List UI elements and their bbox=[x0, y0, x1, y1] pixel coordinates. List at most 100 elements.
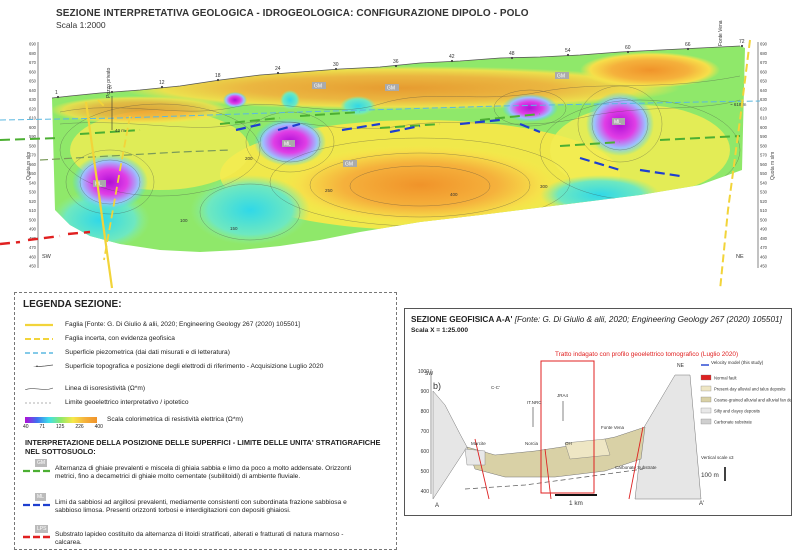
geo-right-mountain bbox=[634, 374, 702, 500]
elevation-tick-left: 650 bbox=[29, 79, 37, 84]
gm-tag-1: GM bbox=[314, 84, 322, 90]
colorbar-tick-226: 226 bbox=[75, 424, 84, 430]
well-label-fonte: Fonte Vena bbox=[718, 20, 724, 46]
legend-item-piezometric-label: Superficie piezometrica (dai dati misura… bbox=[65, 349, 230, 356]
colorbar bbox=[25, 417, 97, 423]
electrode-label: 36 bbox=[393, 59, 399, 65]
geo-legend-label: Silty and clayey deposits bbox=[714, 409, 760, 414]
elevation-tick-left: 510 bbox=[29, 208, 37, 213]
elevation-tick-left: 520 bbox=[29, 199, 37, 204]
electrode-marker bbox=[510, 56, 514, 60]
elevation-tick-left: 640 bbox=[29, 88, 37, 93]
elevation-tick-left: 540 bbox=[29, 180, 37, 185]
geo-scale: Scala X = 1:25.000 bbox=[411, 327, 469, 334]
elevation-tick-right: 510 bbox=[760, 208, 768, 213]
legend-item-fault-label: Faglia [Fonte: G. Di Giulio & alii, 2020… bbox=[65, 321, 300, 328]
gm-tag-2: GM bbox=[387, 86, 395, 92]
unit-lps: LPS Substrato lapideo costituito da alte… bbox=[23, 525, 365, 547]
piezometric-symbol bbox=[25, 352, 53, 354]
geo-legend-label: Coarse-grained alluvial and alluvial fan… bbox=[714, 398, 791, 403]
elevation-tick-left: 490 bbox=[29, 227, 37, 232]
geo-investigated-box bbox=[540, 360, 595, 494]
legend-item-topography-label: Superficie topografica e posizione degli… bbox=[65, 363, 324, 370]
colorbar-label: Scala colorimetrica di resistività elett… bbox=[107, 416, 244, 423]
legend-title: LEGENDA SEZIONE: bbox=[23, 299, 122, 310]
sw-label: SW bbox=[42, 254, 52, 260]
elevation-tick-left: 570 bbox=[29, 153, 37, 158]
elevation-tick-right: 680 bbox=[760, 51, 768, 56]
electrode-marker bbox=[394, 64, 398, 68]
colorbar-tick-40: 40 bbox=[23, 424, 29, 430]
elevation-tick-right: 660 bbox=[760, 69, 768, 74]
electrode-label: 18 bbox=[215, 73, 221, 79]
geo-legend-swatch bbox=[700, 407, 712, 414]
unit-lps-text: Substrato lapideo costituito da alternan… bbox=[55, 531, 344, 547]
geo-site-oh: OH bbox=[565, 441, 572, 446]
geo-site-jra4: JRA4 bbox=[557, 393, 569, 398]
geo-site-marcite: Marcite bbox=[471, 441, 486, 446]
electrode-marker bbox=[626, 50, 630, 54]
well-depth-label: 42 m bbox=[115, 128, 125, 133]
unit-tags: GM GM GM GM ML ML ML bbox=[93, 72, 625, 188]
fault-uncertain-2 bbox=[719, 39, 751, 290]
interpretation-title: INTERPRETAZIONE DELLA POSIZIONE DELLE SU… bbox=[25, 438, 381, 456]
electrode-label: 24 bbox=[275, 66, 281, 72]
unit-gm: GM Alternanza di ghiaie prevalenti e mis… bbox=[23, 459, 365, 481]
geo-site-norcia: Norcia bbox=[525, 441, 539, 446]
electrode-label: 12 bbox=[159, 80, 165, 86]
geo-legend-swatch bbox=[700, 385, 712, 392]
geo-section-drawing: Tratto indagato con profilo geoelettrico… bbox=[418, 351, 791, 509]
elevation-tick-right: 640 bbox=[760, 88, 768, 93]
geo-left-mountain bbox=[432, 390, 468, 500]
unit-ml: ML Limi da sabbiosi ad argillosi prevale… bbox=[23, 493, 365, 515]
right-axis-label: Quota m slm bbox=[770, 152, 776, 180]
electrode-label: 66 bbox=[685, 42, 691, 48]
piezometric-label: ~ 618 m bbox=[730, 102, 747, 107]
electrode-label: 42 bbox=[449, 54, 455, 60]
geo-legend-swatch bbox=[700, 396, 712, 403]
elevation-tick-right: 540 bbox=[760, 180, 768, 185]
electrode-label: 54 bbox=[565, 48, 571, 54]
elevation-tick-right: 520 bbox=[760, 199, 768, 204]
legend-item-fault-uncertain-label: Faglia incerta, con evidenza geofisica bbox=[65, 335, 175, 342]
geo-ne-label: NE bbox=[677, 363, 685, 369]
geo-legend-label: Present-day alluvial and talus deposits bbox=[714, 387, 785, 392]
electrode-marker bbox=[110, 90, 114, 94]
geo-legend-swatch bbox=[700, 374, 712, 381]
geo-panel-label: b) bbox=[433, 381, 441, 391]
elevation-tick-right: 550 bbox=[760, 171, 768, 176]
electrode-marker bbox=[450, 59, 454, 63]
geophysical-section-panel: SEZIONE GEOFISICA A-A' [Fonte: G. Di Giu… bbox=[404, 308, 792, 516]
geo-fault-2 bbox=[544, 448, 552, 500]
elevation-tick-right: 610 bbox=[760, 116, 768, 121]
geo-alluvial-lens bbox=[564, 438, 611, 460]
fault-certain bbox=[84, 101, 114, 289]
section-scale: Scala 1:2000 bbox=[56, 20, 106, 30]
topography-symbol bbox=[32, 364, 53, 367]
legend-item-limit-label: Limite geoelettrico interpretativo / ipo… bbox=[65, 399, 189, 406]
elevation-tick-right: 590 bbox=[760, 134, 768, 139]
elevation-tick-left: 680 bbox=[29, 51, 37, 56]
geo-hscale-label: 1 km bbox=[569, 500, 583, 507]
geo-y-tick: 1000 bbox=[418, 369, 429, 375]
elevation-tick-left: 600 bbox=[29, 125, 37, 130]
unit-gm-tag: GM bbox=[35, 459, 48, 468]
geo-fault-3 bbox=[628, 426, 644, 500]
left-axis-label: Quota m slm bbox=[26, 152, 32, 180]
legend-item-isoresistivity-label: Linea di isoresistività (Ω*m) bbox=[65, 385, 146, 392]
geo-velocity-label: Velocity model (this study) bbox=[711, 360, 764, 365]
colorbar-tick-71: 71 bbox=[39, 424, 46, 430]
topographic-surface bbox=[51, 45, 741, 99]
geo-title-main: SEZIONE GEOFISICA A-A' bbox=[411, 315, 513, 324]
electrode-label: 6 bbox=[109, 85, 112, 91]
electrode-label: 60 bbox=[625, 45, 631, 51]
geo-fault-1 bbox=[474, 438, 490, 500]
geo-legend-label: Normal fault bbox=[714, 376, 737, 381]
colorbar-tick-400: 400 bbox=[94, 424, 103, 430]
unit-gm-text: Alternanza di ghiaie prevalenti e miscel… bbox=[55, 465, 352, 481]
elevation-tick-right: 690 bbox=[760, 42, 768, 47]
ml-boundary bbox=[235, 118, 681, 178]
electrode-label: 72 bbox=[739, 39, 745, 45]
elevation-tick-left: 470 bbox=[29, 245, 37, 250]
electrode-marker bbox=[334, 67, 338, 71]
